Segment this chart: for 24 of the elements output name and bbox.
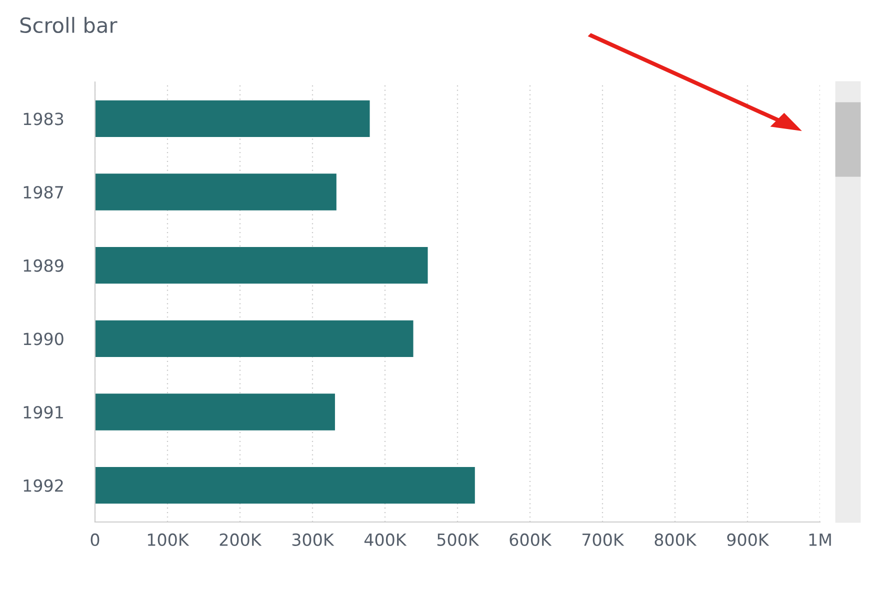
x-tick-label: 900K [727,533,770,546]
x-tick-label: 700K [582,533,624,546]
y-tick-label: 1989 [24,259,64,272]
y-tick-label: 1992 [24,479,63,492]
y-tick-label: 1990 [24,332,64,346]
x-tick-label: 500K [437,533,480,546]
y-tick-label: 1991 [24,406,63,419]
x-tick-label: 800K [654,533,697,546]
bar [95,247,428,284]
bar [95,174,336,210]
x-tick-label: 200K [220,533,262,546]
x-tick-label: 400K [364,533,407,546]
y-tick-label: 1983 [24,112,64,126]
x-tick-label: 300K [292,533,334,546]
x-tick-label: 100K [148,533,190,546]
bar [95,467,475,504]
y-tick-label: 1987 [24,186,64,199]
bar [95,394,335,430]
x-tick-label: 0 [90,533,100,546]
bar [95,100,370,137]
x-tick-label: 1M [809,534,831,546]
x-tick-label: 600K [510,533,552,546]
bar [95,320,414,357]
chart-title: Scroll bar [20,16,118,34]
